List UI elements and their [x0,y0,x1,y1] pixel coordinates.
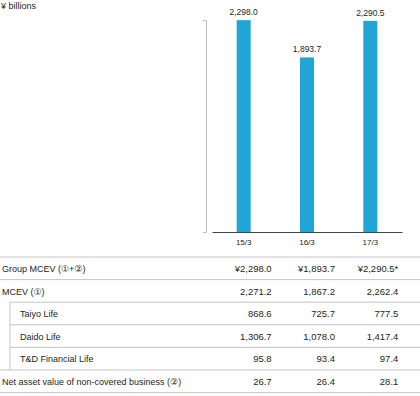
table-row: Group MCEV (①+②) ¥2,298.0 ¥1,893.7 ¥2,290.5… [2,263,399,274]
y-axis-title: ¥ billions [0,1,37,11]
row-label: Group MCEV (①+②) [2,264,85,274]
table-rule [0,257,420,258]
table-rule [10,347,420,348]
x-axis-line [213,232,403,233]
table-cell: 725.7 [311,308,335,319]
table-rule [0,370,420,371]
table-cell: ¥1,893.7 [297,263,335,274]
x-tick: 15/3 [236,238,252,247]
table-row: T&D Financial Life 95.8 93.4 97.4 [20,353,398,364]
table-rule [10,302,420,303]
table-row: Net asset value of non-covered business … [2,376,398,387]
table-indent-rule [10,302,11,370]
row-label: Net asset value of non-covered business … [2,377,181,387]
bar [363,21,377,232]
table-rule [0,279,420,280]
table-cell: 1,306.7 [240,331,272,342]
table-cell: 1,867.2 [303,286,335,297]
row-label: T&D Financial Life [20,354,94,364]
table-cell: 97.4 [380,353,399,364]
x-tick: 17/3 [363,238,379,247]
table-cell: 1,417.4 [367,331,399,342]
bar [237,20,251,232]
table: Group MCEV (①+②) ¥2,298.0 ¥1,893.7 ¥2,290.5… [0,257,420,393]
chart-svg: ¥ billions2,298.01,893.72,290.515/316/31… [0,0,420,396]
table-row: Daido Life 1,306.7 1,078.0 1,417.4 [20,331,398,342]
x-tick-label: 17/3 [363,238,379,247]
data-label: 2,290.5 [356,8,385,18]
x-axis: 15/3 16/3 17/3 [213,233,403,247]
data-label: 2,298.0 [229,7,258,17]
table-cell: ¥2,290.5* [357,263,399,274]
data-label: 1,893.7 [293,44,322,54]
table-cell: 93.4 [317,353,336,364]
table-row: MCEV (①) 2,271.2 1,867.2 2,262.4 [2,286,398,297]
chart-root: ¥ billions2,298.01,893.72,290.515/316/31… [0,0,420,396]
row-label: Taiyo Life [20,309,58,319]
data-labels: 2,298.0 1,893.7 2,290.5 [229,7,384,54]
x-tick: 16/3 [299,238,315,247]
table-cell: 95.8 [253,353,272,364]
bars [237,20,378,232]
table-cell: 777.5 [375,308,399,319]
x-tick-label: 16/3 [299,238,315,247]
table-cell: 2,262.4 [367,286,399,297]
y-axis [203,21,207,233]
table-cell: ¥2,298.0 [234,263,272,274]
table-rule [0,392,420,393]
table-cell: 2,271.2 [240,286,272,297]
table-cell: 1,078.0 [303,331,335,342]
bar [300,57,314,232]
table-row: Taiyo Life 868.6 725.7 777.5 [20,308,398,319]
table-cell: 26.4 [317,376,336,387]
table-cell: 28.1 [380,376,399,387]
table-rule [10,324,420,325]
table-cell: 868.6 [248,308,272,319]
y-axis-line [203,21,207,233]
table-cell: 26.7 [253,376,272,387]
x-tick-label: 15/3 [236,238,252,247]
row-label: MCEV (①) [2,287,45,297]
row-label: Daido Life [20,332,61,342]
